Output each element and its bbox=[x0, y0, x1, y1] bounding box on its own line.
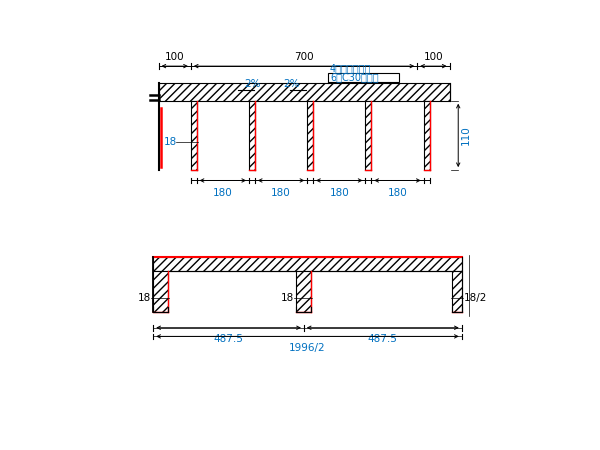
Text: 180: 180 bbox=[388, 188, 407, 198]
Text: 2%: 2% bbox=[244, 79, 260, 89]
Text: 1996/2: 1996/2 bbox=[289, 342, 326, 353]
Text: 4厅氥青混凝土: 4厅氥青混凝土 bbox=[330, 63, 371, 73]
Text: 700: 700 bbox=[294, 52, 314, 62]
Text: 180: 180 bbox=[271, 188, 291, 198]
Text: 18: 18 bbox=[280, 293, 293, 303]
Bar bbox=[154, 270, 168, 312]
Text: 110: 110 bbox=[461, 126, 471, 145]
Bar bbox=[191, 101, 197, 170]
Text: 2%: 2% bbox=[284, 79, 300, 89]
Bar bbox=[328, 73, 400, 82]
Bar bbox=[296, 270, 311, 312]
Text: 180: 180 bbox=[329, 188, 349, 198]
Bar bbox=[424, 101, 430, 170]
Text: 487.5: 487.5 bbox=[368, 334, 398, 344]
Bar bbox=[307, 101, 313, 170]
Text: 18: 18 bbox=[164, 137, 177, 147]
Bar bbox=[249, 101, 255, 170]
Bar bbox=[365, 101, 371, 170]
Text: 100: 100 bbox=[165, 52, 184, 62]
Text: 100: 100 bbox=[424, 52, 443, 62]
Text: 487.5: 487.5 bbox=[214, 334, 244, 344]
Bar bbox=[154, 256, 461, 270]
Bar bbox=[452, 270, 461, 312]
Bar bbox=[158, 83, 449, 101]
Text: 180: 180 bbox=[213, 188, 233, 198]
Text: 18/2: 18/2 bbox=[464, 293, 487, 303]
Text: 6厅C30混凝土: 6厅C30混凝土 bbox=[330, 72, 379, 82]
Text: 18: 18 bbox=[137, 293, 151, 303]
